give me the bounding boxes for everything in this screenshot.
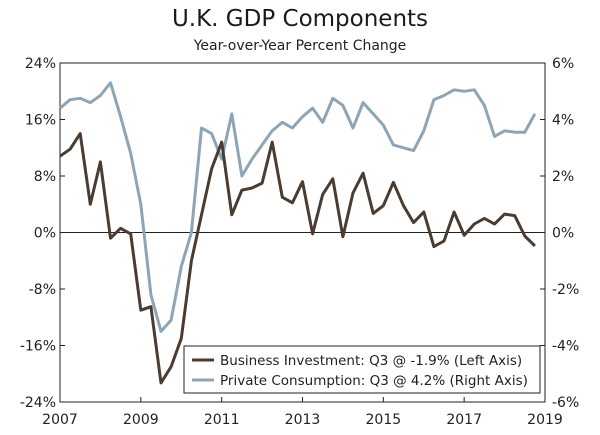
private-consumption-line — [59, 81, 537, 333]
left-axis-tick-label: -16% — [20, 339, 56, 355]
right-axis-tick-label: 6% — [552, 56, 574, 72]
left-axis-tick-label: 16% — [25, 113, 56, 129]
x-axis-tick-label: 2013 — [285, 412, 321, 428]
legend-entry: Private Consumption: Q3 @ 4.2% (Right Ax… — [220, 373, 528, 389]
business-investment-line — [59, 132, 536, 385]
left-axis-tick-label: 24% — [25, 56, 56, 72]
x-axis-tick-label: 2017 — [446, 412, 482, 428]
x-axis-tick-label: 2009 — [123, 412, 159, 428]
legend-entry: Business Investment: Q3 @ -1.9% (Left Ax… — [220, 353, 522, 369]
x-axis-tick-label: 2019 — [527, 412, 563, 428]
right-axis-tick-label: -6% — [552, 395, 579, 411]
right-axis-tick-label: 4% — [552, 113, 574, 129]
left-axis-tick-label: -24% — [20, 395, 56, 411]
left-axis-tick-label: -8% — [29, 282, 56, 298]
right-axis-tick-label: 0% — [552, 226, 574, 242]
legend-box — [183, 345, 541, 394]
chart-subtitle: Year-over-Year Percent Change — [193, 38, 407, 54]
x-axis-tick-label: 2015 — [366, 412, 402, 428]
right-axis-tick-label: -2% — [552, 282, 579, 298]
left-axis-tick-label: 8% — [34, 169, 56, 185]
right-axis-tick-label: 2% — [552, 169, 574, 185]
chart-title: U.K. GDP Components — [171, 6, 429, 32]
x-axis-tick-label: 2007 — [42, 412, 78, 428]
left-axis-tick-label: 0% — [34, 226, 56, 242]
x-axis-tick-label: 2011 — [204, 412, 240, 428]
right-axis-tick-label: -4% — [552, 339, 579, 355]
